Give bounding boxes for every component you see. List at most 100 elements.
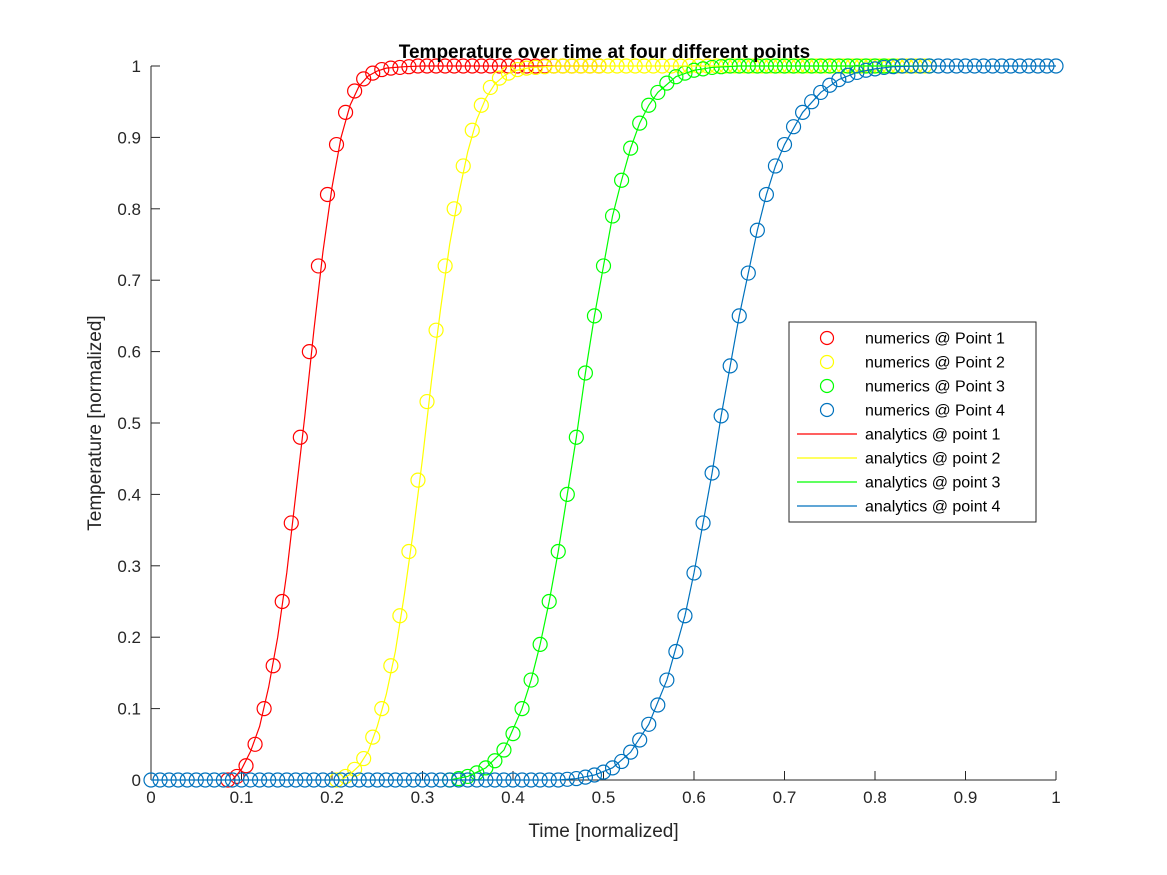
data-point <box>613 172 630 188</box>
legend-label: analytics @ point 4 <box>865 499 1001 516</box>
data-point <box>604 208 621 224</box>
y-tick-label: 0.9 <box>117 128 141 147</box>
data-point <box>374 61 390 78</box>
data-point <box>328 136 345 153</box>
x-tick-label: 0.7 <box>773 788 797 807</box>
data-point <box>518 60 535 76</box>
data-point <box>650 697 666 713</box>
data-point <box>613 753 630 770</box>
data-point <box>623 140 639 156</box>
legend-entry: numerics @ Point 3 <box>819 379 1005 396</box>
data-point <box>695 515 711 531</box>
x-tick-label: 0.9 <box>954 788 978 807</box>
x-tick-label: 0.8 <box>863 788 887 807</box>
x-tick-label: 1 <box>1051 788 1060 807</box>
legend-entry: analytics @ point 2 <box>797 451 1001 468</box>
legend-label: numerics @ Point 3 <box>865 379 1005 396</box>
legend: numerics @ Point 1 numerics @ Point 2 nume… <box>788 321 1037 523</box>
data-point <box>632 115 648 131</box>
data-point <box>301 344 317 360</box>
data-point <box>487 753 503 769</box>
data-point <box>641 716 657 732</box>
data-point <box>776 136 793 153</box>
data-point <box>586 308 603 324</box>
data-point <box>713 408 729 424</box>
series-layer <box>143 58 1064 788</box>
data-point <box>641 97 657 113</box>
y-tick-label: 0.1 <box>117 700 141 719</box>
data-point <box>491 70 508 86</box>
x-tick-label: 0 <box>146 788 155 807</box>
data-point <box>867 61 883 77</box>
legend-entry: analytics @ point 4 <box>797 499 1001 516</box>
data-point <box>785 119 802 135</box>
data-point <box>559 486 575 502</box>
x-axis-label: Time [normalized] <box>528 821 678 842</box>
legend-label: numerics @ Point 1 <box>865 331 1005 348</box>
series-5 <box>231 65 604 781</box>
y-axis-label: Temperature [normalized] <box>85 315 106 530</box>
data-point <box>595 258 612 274</box>
chart-title: Temperature over time at four different … <box>399 42 810 63</box>
data-point <box>347 761 363 777</box>
legend-label: numerics @ Point 4 <box>865 403 1005 420</box>
series-line <box>449 65 930 781</box>
data-point <box>695 61 711 77</box>
series-8 <box>151 65 1056 781</box>
data-point <box>595 764 612 780</box>
data-point <box>804 94 820 110</box>
data-point <box>496 742 512 758</box>
data-point <box>650 84 666 101</box>
data-point <box>677 608 693 624</box>
legend-box <box>788 321 1037 523</box>
data-point <box>767 158 784 174</box>
data-point <box>722 358 738 374</box>
legend-label: numerics @ Point 2 <box>865 355 1005 372</box>
data-point <box>256 700 272 717</box>
data-point <box>292 429 308 445</box>
data-point <box>577 769 594 785</box>
data-point <box>632 732 648 748</box>
data-point <box>550 543 566 560</box>
data-point <box>568 429 584 445</box>
legend-marker-swatch <box>819 402 835 418</box>
data-point <box>460 768 476 785</box>
data-point <box>532 636 548 652</box>
data-point <box>822 77 838 93</box>
data-point <box>586 767 603 783</box>
x-tick-label: 0.1 <box>230 788 254 807</box>
data-point <box>482 79 498 96</box>
legend-label: analytics @ point 1 <box>865 427 1001 444</box>
legend-entry: numerics @ Point 2 <box>819 354 1005 372</box>
data-point <box>410 472 426 488</box>
data-point <box>509 61 526 78</box>
y-tick-label: 1 <box>132 57 141 76</box>
y-tick-label: 0.4 <box>117 485 141 504</box>
data-point <box>686 62 702 78</box>
legend-entries: numerics @ Point 1 numerics @ Point 2 nume… <box>797 331 1005 516</box>
data-point <box>541 593 557 610</box>
data-point <box>577 365 594 381</box>
x-tick-label: 0.6 <box>682 788 706 807</box>
legend-entry: analytics @ point 3 <box>797 475 1001 492</box>
x-tick-label: 0.3 <box>411 788 435 807</box>
y-tick-label: 0.3 <box>117 557 141 576</box>
y-tick-label: 0.6 <box>117 343 141 362</box>
x-tick-label: 0.4 <box>501 788 525 807</box>
data-point <box>419 393 435 410</box>
legend-entry: numerics @ Point 1 <box>819 331 1005 348</box>
data-point <box>365 729 381 745</box>
data-point <box>731 308 747 324</box>
y-axis-ticks: 0 0.1 0.2 0.3 0.4 0.5 0.6 0.7 0.8 0.9 1 <box>117 57 160 790</box>
legend-marker-swatch <box>819 354 835 370</box>
data-point <box>383 60 399 76</box>
data-point <box>740 265 756 281</box>
data-point <box>446 201 462 217</box>
data-point <box>356 71 372 87</box>
data-point <box>505 725 521 742</box>
data-point <box>473 97 489 113</box>
data-point <box>858 62 874 78</box>
legend-entry: numerics @ Point 4 <box>819 402 1005 420</box>
data-point <box>514 700 530 717</box>
